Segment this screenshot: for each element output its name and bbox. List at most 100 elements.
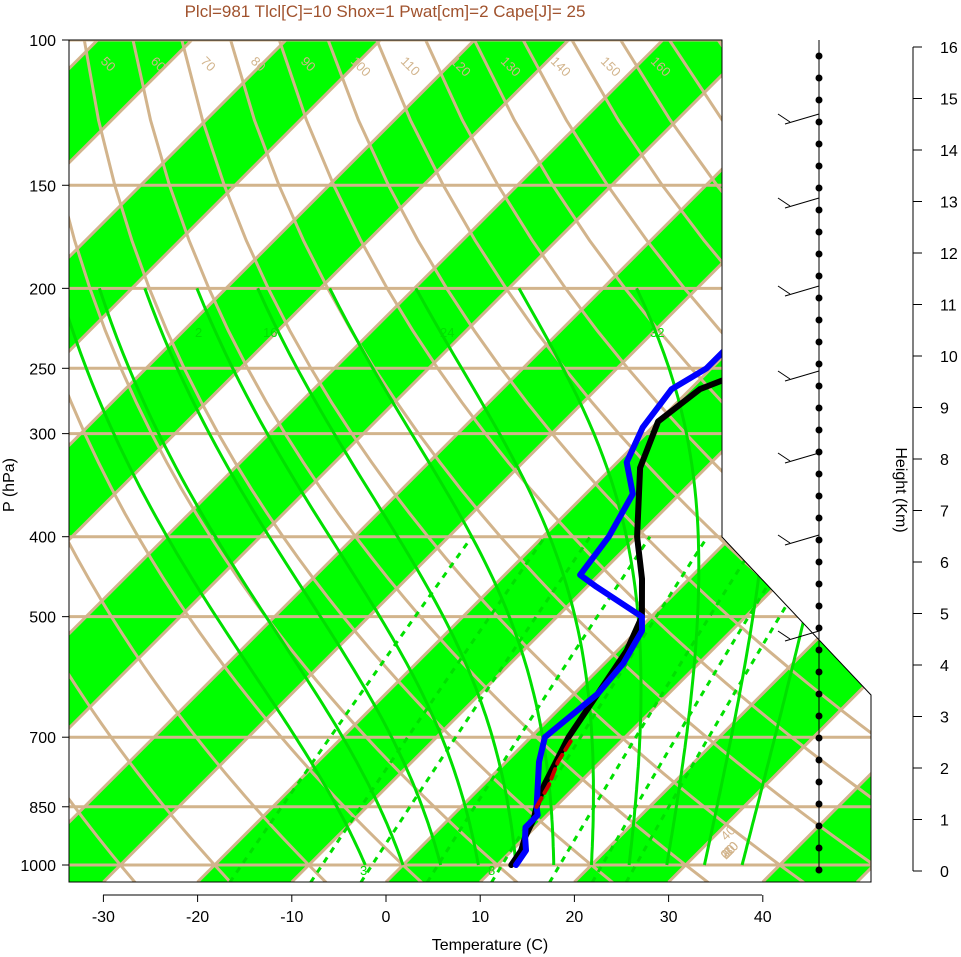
height-tick-label: 15 — [940, 92, 958, 109]
y-tick-label: 500 — [29, 610, 56, 627]
y-axis: 100 150 200 250 300 400 500 700 850 1000 — [20, 33, 69, 875]
dry-adiabat — [69, 40, 423, 882]
mixing-ratio-line — [425, 535, 652, 882]
y-tick-label: 700 — [29, 730, 56, 747]
wind-barb — [777, 197, 791, 207]
wind-dot — [815, 52, 823, 60]
moist-adiabat — [97, 287, 405, 866]
isotherm — [69, 40, 704, 882]
isotherm — [667, 40, 871, 882]
dry-adiabat — [180, 40, 805, 882]
y-tick-label: 250 — [29, 361, 56, 378]
wind-dot — [815, 558, 823, 566]
isotherm-band — [386, 40, 871, 882]
wind-dot — [815, 206, 823, 214]
y-tick-label: 300 — [29, 427, 56, 444]
height-tick-label: 10 — [940, 349, 958, 366]
isotherm-band — [951, 0, 961, 882]
x-tick-label: -10 — [280, 909, 303, 926]
x-tick-label: -30 — [92, 909, 115, 926]
height-tick-label: 0 — [940, 864, 949, 881]
height-tick-label: 3 — [940, 710, 949, 727]
wind-dot — [815, 580, 823, 588]
x-tick-label: 0 — [382, 909, 391, 926]
moist-adiabat — [517, 287, 643, 866]
height-tick-label: 9 — [940, 401, 949, 418]
isotherm — [69, 40, 328, 882]
mixing-ratio-label: 2 — [195, 325, 202, 340]
isotherm — [855, 40, 871, 882]
plot-frame — [68, 39, 872, 883]
wind-dot — [815, 228, 823, 236]
wind-dot — [815, 690, 823, 698]
wind-dot — [815, 800, 823, 808]
wind-dot — [815, 360, 823, 368]
moist-adiabat-lines — [69, 287, 860, 866]
dry-adiabat — [69, 40, 137, 882]
x-tick-label: -20 — [186, 909, 209, 926]
dry-adiabat-label: 150 — [598, 54, 624, 80]
isotherm-band — [69, 40, 421, 882]
dry-adiabat — [277, 40, 871, 882]
x-tick-label: 20 — [566, 909, 584, 926]
mixing-ratio-line — [548, 535, 761, 882]
wind-dot — [815, 668, 823, 676]
isotherm — [573, 40, 871, 882]
wind-dot — [815, 712, 823, 720]
mixing-ratio-line — [490, 535, 709, 882]
moist-adiabat — [256, 287, 518, 866]
mixing-ratio-line — [590, 535, 799, 882]
height-tick-label: 16 — [940, 40, 958, 57]
moist-adiabat — [69, 287, 367, 866]
wind-dot — [815, 140, 823, 148]
wind-dot — [815, 602, 823, 610]
moist-adiabat — [328, 287, 556, 865]
parcel-line — [534, 735, 576, 809]
dry-adiabat — [424, 40, 871, 882]
isotherm — [69, 40, 516, 882]
wind-dot — [815, 866, 823, 874]
dry-adiabat — [82, 40, 614, 882]
wind-barb — [784, 113, 820, 125]
height-tick-label: 14 — [940, 143, 958, 160]
mixing-ratio-label: 24 — [440, 325, 454, 340]
x-axis-label: Temperature (C) — [432, 937, 548, 954]
dry-adiabat — [69, 40, 328, 882]
wind-dot — [815, 492, 823, 500]
wind-barb — [784, 630, 820, 642]
wind-dot — [815, 316, 823, 324]
mixing-ratio-line — [228, 535, 474, 882]
dry-adiabat — [326, 40, 871, 882]
isotherm — [69, 40, 422, 882]
isotherm-band — [574, 40, 871, 882]
wind-barb — [777, 370, 791, 380]
chart-title: Plcl=981 Tlcl[C]=10 Shox=1 Pwat[cm]=2 Ca… — [185, 2, 586, 21]
height-axis-label: Height (Km) — [892, 447, 909, 532]
x-tick-label: 40 — [754, 909, 772, 926]
wind-dot — [815, 294, 823, 302]
isotherm-band — [69, 40, 797, 882]
wind-dot — [815, 74, 823, 82]
wind-dot — [815, 822, 823, 830]
wind-dot — [815, 536, 823, 544]
x-tick-label: 30 — [660, 909, 678, 926]
x-tick-label: 10 — [471, 909, 489, 926]
isotherm-band — [197, 40, 871, 882]
wind-dot — [815, 844, 823, 852]
wind-barb — [784, 197, 820, 209]
wind-barb — [777, 452, 791, 462]
dry-adiabat — [69, 40, 232, 882]
y-tick-label: 150 — [29, 178, 56, 195]
x-axis: -30 -20 -10 0 10 20 30 40 — [92, 894, 772, 926]
wind-dot — [815, 184, 823, 192]
isotherm-band — [69, 40, 609, 882]
wind-dot — [815, 272, 823, 280]
wind-dot — [815, 514, 823, 522]
wind-dot — [815, 96, 823, 104]
moist-adiabat — [195, 287, 480, 866]
wind-barb — [784, 370, 820, 382]
y-axis-label: P (hPa) — [1, 458, 18, 512]
y-tick-label: 850 — [29, 800, 56, 817]
wind-barb — [784, 285, 820, 297]
